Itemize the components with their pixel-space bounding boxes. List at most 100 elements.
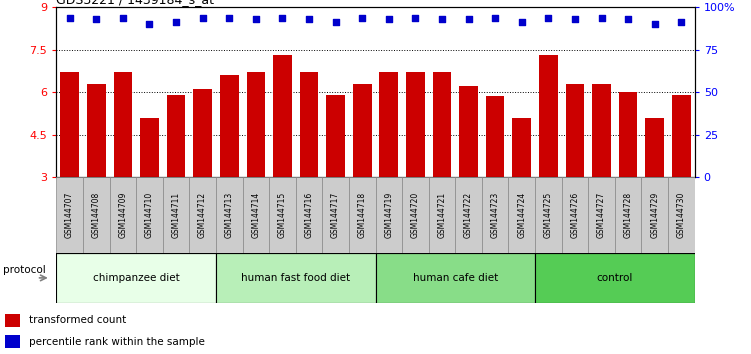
- Point: [276, 15, 288, 21]
- Text: GSM144714: GSM144714: [252, 192, 261, 238]
- Bar: [535, 253, 695, 303]
- Point: [197, 15, 209, 21]
- Bar: [482, 177, 508, 253]
- Bar: [641, 177, 668, 253]
- Point: [117, 15, 129, 21]
- Bar: [216, 177, 243, 253]
- Bar: [376, 253, 535, 303]
- Point: [143, 21, 155, 26]
- Point: [569, 16, 581, 22]
- Bar: [619, 92, 638, 177]
- Bar: [136, 177, 163, 253]
- Bar: [60, 72, 79, 177]
- Bar: [56, 253, 216, 303]
- Bar: [189, 177, 216, 253]
- Text: GSM144730: GSM144730: [677, 192, 686, 238]
- Bar: [326, 95, 345, 177]
- Point: [170, 19, 182, 25]
- Text: GSM144727: GSM144727: [597, 192, 606, 238]
- Bar: [140, 118, 158, 177]
- Text: transformed count: transformed count: [29, 315, 126, 325]
- Point: [675, 19, 687, 25]
- Text: GDS3221 / 1439184_s_at: GDS3221 / 1439184_s_at: [56, 0, 214, 6]
- Bar: [163, 177, 189, 253]
- Text: GSM144718: GSM144718: [357, 192, 366, 238]
- Bar: [243, 177, 269, 253]
- Bar: [535, 177, 562, 253]
- Bar: [433, 72, 451, 177]
- Point: [383, 16, 395, 22]
- Text: GSM144720: GSM144720: [411, 192, 420, 238]
- Text: GSM144712: GSM144712: [198, 192, 207, 238]
- Bar: [379, 72, 398, 177]
- Bar: [167, 95, 185, 177]
- Text: GSM144715: GSM144715: [278, 192, 287, 238]
- Text: GSM144716: GSM144716: [304, 192, 313, 238]
- Point: [64, 15, 76, 21]
- Text: GSM144723: GSM144723: [490, 192, 499, 238]
- Bar: [512, 118, 531, 177]
- Point: [436, 16, 448, 22]
- Text: GSM144708: GSM144708: [92, 192, 101, 238]
- Bar: [566, 84, 584, 177]
- Bar: [296, 177, 322, 253]
- Point: [409, 15, 421, 21]
- Bar: [5, 314, 20, 327]
- Bar: [113, 72, 132, 177]
- Bar: [87, 84, 106, 177]
- Text: human fast food diet: human fast food diet: [241, 273, 350, 283]
- Bar: [588, 177, 615, 253]
- Bar: [193, 89, 212, 177]
- Point: [489, 15, 501, 21]
- Text: GSM144710: GSM144710: [145, 192, 154, 238]
- Text: GSM144724: GSM144724: [517, 192, 526, 238]
- Bar: [220, 75, 239, 177]
- Text: GSM144728: GSM144728: [623, 192, 632, 238]
- Point: [596, 15, 608, 21]
- Text: percentile rank within the sample: percentile rank within the sample: [29, 337, 205, 347]
- Bar: [460, 86, 478, 177]
- Bar: [322, 177, 349, 253]
- Bar: [486, 96, 505, 177]
- Bar: [562, 177, 588, 253]
- Bar: [5, 335, 20, 348]
- Point: [250, 16, 262, 22]
- Bar: [539, 55, 558, 177]
- Text: GSM144709: GSM144709: [119, 192, 128, 238]
- Bar: [429, 177, 455, 253]
- Text: protocol: protocol: [3, 266, 46, 275]
- Bar: [353, 84, 372, 177]
- Bar: [216, 253, 376, 303]
- Bar: [593, 84, 611, 177]
- Point: [356, 15, 368, 21]
- Bar: [110, 177, 136, 253]
- Point: [330, 19, 342, 25]
- Text: GSM144717: GSM144717: [331, 192, 340, 238]
- Text: GSM144719: GSM144719: [385, 192, 394, 238]
- Bar: [672, 95, 691, 177]
- Text: GSM144729: GSM144729: [650, 192, 659, 238]
- Bar: [615, 177, 641, 253]
- Point: [542, 15, 554, 21]
- Bar: [402, 177, 429, 253]
- Point: [463, 16, 475, 22]
- Point: [516, 19, 528, 25]
- Point: [223, 15, 235, 21]
- Bar: [668, 177, 695, 253]
- Text: chimpanzee diet: chimpanzee diet: [92, 273, 179, 283]
- Text: control: control: [597, 273, 633, 283]
- Bar: [269, 177, 296, 253]
- Point: [649, 21, 661, 26]
- Text: GSM144721: GSM144721: [438, 192, 447, 238]
- Bar: [300, 72, 318, 177]
- Text: human cafe diet: human cafe diet: [412, 273, 498, 283]
- Bar: [406, 72, 425, 177]
- Bar: [376, 177, 402, 253]
- Bar: [455, 177, 482, 253]
- Text: GSM144707: GSM144707: [65, 192, 74, 238]
- Point: [622, 16, 634, 22]
- Bar: [246, 72, 265, 177]
- Bar: [508, 177, 535, 253]
- Text: GSM144725: GSM144725: [544, 192, 553, 238]
- Point: [90, 16, 102, 22]
